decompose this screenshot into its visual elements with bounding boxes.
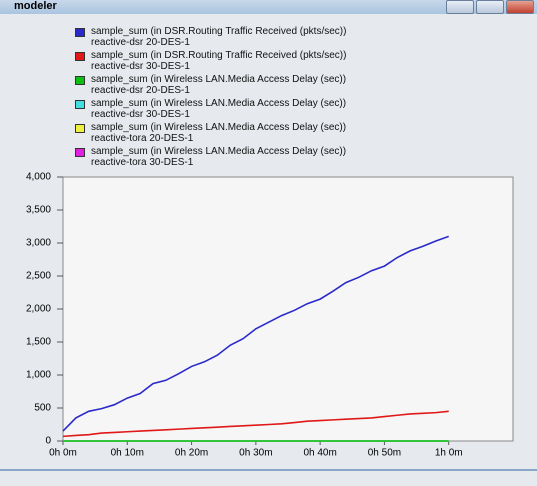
x-tick-label: 0h 40m — [303, 448, 336, 459]
x-tick-label: 0h 50m — [368, 448, 401, 459]
legend: sample_sum (in DSR.Routing Traffic Recei… — [75, 26, 346, 170]
y-tick-label: 3,500 — [26, 205, 51, 216]
x-tick-label: 0h 10m — [111, 448, 144, 459]
series-line — [62, 235, 449, 432]
title-bar: modeler — [0, 0, 537, 14]
minimize-button[interactable] — [446, 0, 474, 14]
legend-swatch — [75, 148, 85, 157]
legend-entry: sample_sum (in DSR.Routing Traffic Recei… — [75, 26, 346, 50]
maximize-button[interactable] — [476, 0, 504, 14]
y-tick-label: 2,000 — [26, 304, 51, 315]
x-tick-label: 1h 0m — [435, 448, 463, 459]
y-tick-label: 1,500 — [26, 337, 51, 348]
legend-swatch — [75, 76, 85, 85]
legend-swatch — [75, 124, 85, 133]
legend-label: sample_sum (in Wireless LAN.Media Access… — [91, 74, 347, 96]
legend-swatch — [75, 28, 85, 37]
y-tick-label: 0 — [45, 436, 51, 447]
close-button[interactable] — [506, 0, 534, 14]
legend-entry: sample_sum (in Wireless LAN.Media Access… — [75, 146, 346, 170]
legend-label: sample_sum (in Wireless LAN.Media Access… — [91, 98, 347, 120]
legend-label: sample_sum (in Wireless LAN.Media Access… — [91, 122, 347, 144]
legend-swatch — [75, 52, 85, 61]
x-tick-label: 0h 0m — [49, 448, 77, 459]
legend-entry: sample_sum (in Wireless LAN.Media Access… — [75, 98, 346, 122]
x-tick-label: 0h 30m — [239, 448, 272, 459]
legend-label: sample_sum (in Wireless LAN.Media Access… — [91, 146, 347, 168]
series-line — [62, 410, 449, 438]
plot-area — [62, 176, 514, 442]
y-tick-label: 3,000 — [26, 238, 51, 249]
legend-entry: sample_sum (in Wireless LAN.Media Access… — [75, 122, 346, 146]
legend-entry: sample_sum (in Wireless LAN.Media Access… — [75, 74, 346, 98]
legend-swatch — [75, 100, 85, 109]
y-tick-label: 4,000 — [26, 172, 51, 183]
y-tick-label: 1,000 — [26, 370, 51, 381]
legend-label: sample_sum (in DSR.Routing Traffic Recei… — [91, 50, 347, 72]
legend-label: sample_sum (in DSR.Routing Traffic Recei… — [91, 26, 347, 48]
window-title: modeler — [14, 0, 57, 12]
legend-entry: sample_sum (in DSR.Routing Traffic Recei… — [75, 50, 346, 74]
y-tick-label: 500 — [34, 403, 51, 414]
x-tick-label: 0h 20m — [175, 448, 208, 459]
y-tick-label: 2,500 — [26, 271, 51, 282]
